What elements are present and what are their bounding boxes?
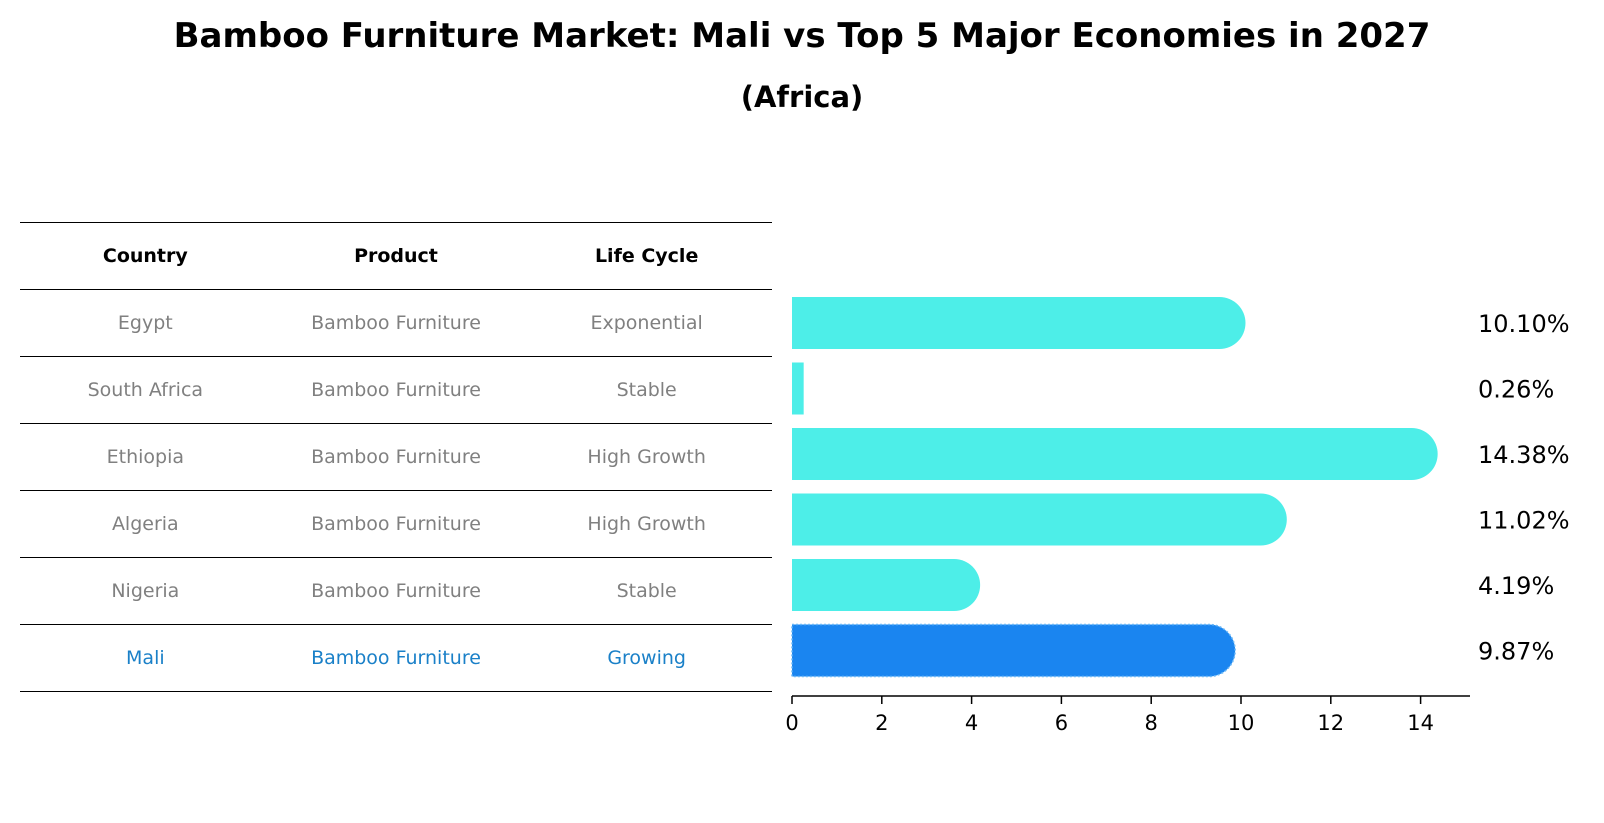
table-row: Ethiopia Bamboo Furniture High Growth	[20, 423, 772, 491]
x-tick-label: 2	[875, 711, 888, 735]
cell-life-cycle: Exponential	[521, 289, 772, 357]
x-tick-label: 10	[1228, 711, 1255, 735]
value-label: 11.02%	[1478, 507, 1570, 535]
table-row: Nigeria Bamboo Furniture Stable	[20, 557, 772, 625]
bar-nigeria	[792, 559, 981, 611]
cell-product: Bamboo Furniture	[270, 624, 522, 692]
table-header-row: Country Product Life Cycle	[20, 222, 772, 290]
table-row: Algeria Bamboo Furniture High Growth	[20, 490, 772, 558]
bar-egypt	[792, 297, 1246, 349]
cell-country: Ethiopia	[20, 423, 271, 491]
table-row: Egypt Bamboo Furniture Exponential	[20, 289, 772, 357]
cell-life-cycle: Stable	[521, 356, 772, 424]
chart-subtitle: (Africa)	[740, 80, 864, 114]
x-tick-label: 14	[1407, 711, 1434, 735]
x-tick-label: 6	[1055, 711, 1068, 735]
cell-product: Bamboo Furniture	[270, 356, 522, 424]
table-row: South Africa Bamboo Furniture Stable	[20, 356, 772, 424]
cell-country: Nigeria	[20, 557, 271, 625]
bar-ethiopia	[792, 428, 1438, 480]
cell-life-cycle: Stable	[521, 557, 772, 625]
header-product: Product	[270, 222, 522, 290]
market-table: Country Product Life Cycle Egypt Bamboo …	[20, 222, 772, 692]
x-tick-label: 8	[1145, 711, 1158, 735]
header-country: Country	[20, 222, 271, 290]
value-label: 10.10%	[1478, 310, 1570, 338]
cell-country: Mali	[20, 624, 271, 692]
value-label: 9.87%	[1478, 638, 1554, 666]
value-label: 0.26%	[1478, 376, 1554, 404]
cell-country: Egypt	[20, 289, 271, 357]
cell-country: Algeria	[20, 490, 271, 558]
bar-south-africa	[792, 362, 804, 415]
cell-product: Bamboo Furniture	[270, 289, 522, 357]
cell-life-cycle: High Growth	[521, 490, 772, 558]
cell-product: Bamboo Furniture	[270, 423, 522, 491]
x-tick-label: 0	[785, 711, 798, 735]
cell-product: Bamboo Furniture	[270, 490, 522, 558]
value-label: 14.38%	[1478, 441, 1570, 469]
bar-algeria	[792, 493, 1287, 546]
x-tick-label: 4	[965, 711, 978, 735]
highlight-bar-outline	[791, 623, 1236, 678]
table-row-highlight: Mali Bamboo Furniture Growing	[20, 624, 772, 692]
bar-mali	[792, 624, 1236, 677]
cell-product: Bamboo Furniture	[270, 557, 522, 625]
cell-life-cycle: High Growth	[521, 423, 772, 491]
cell-life-cycle: Growing	[521, 624, 772, 692]
chart-title: Bamboo Furniture Market: Mali vs Top 5 M…	[173, 16, 1431, 56]
x-tick-label: 12	[1317, 711, 1344, 735]
header-life-cycle: Life Cycle	[521, 222, 772, 290]
cell-country: South Africa	[20, 356, 271, 424]
value-label: 4.19%	[1478, 572, 1554, 600]
